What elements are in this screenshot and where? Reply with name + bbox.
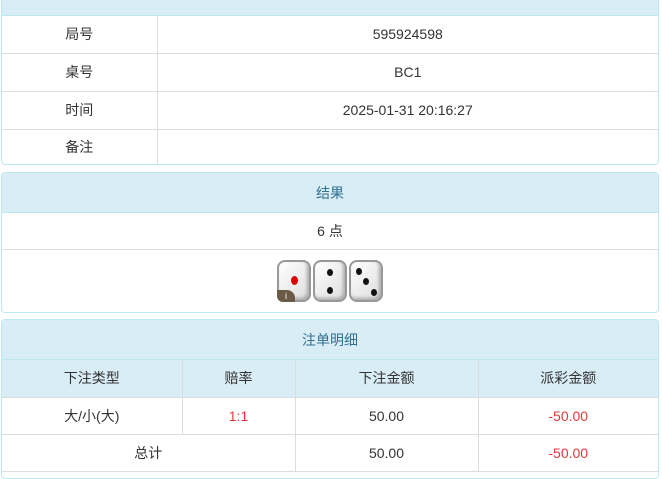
- total-payout: -50.00: [477, 433, 658, 472]
- result-panel: 结果 6 点 i: [1, 172, 659, 313]
- die-1[interactable]: i: [277, 260, 311, 302]
- value-remark: [156, 128, 658, 164]
- label-round: 局号: [2, 16, 158, 54]
- label-table: 桌号: [2, 52, 158, 92]
- label-time: 时间: [2, 90, 158, 130]
- label-remark: 备注: [2, 128, 158, 164]
- header-odds: 赔率: [181, 360, 296, 398]
- result-panel-title: 结果: [2, 173, 658, 213]
- bets-panel-title: 注单明细: [2, 320, 658, 360]
- die-2: [313, 260, 347, 302]
- info-table: 局号 595924598 桌号 BC1 时间 2025-01-31 20:16:27 …: [2, 16, 658, 164]
- header-bet-type: 下注类型: [2, 360, 183, 398]
- header-bet-amount: 下注金额: [294, 360, 479, 398]
- total-row: 总计 50.00 -50.00: [2, 433, 658, 472]
- payout: -50.00: [477, 396, 658, 435]
- info-panel-title: [2, 0, 658, 16]
- die-3: [349, 260, 383, 302]
- header-payout: 派彩金额: [477, 360, 658, 398]
- total-label: 总计: [2, 433, 296, 472]
- total-amount: 50.00: [294, 433, 479, 472]
- value-table: BC1: [156, 52, 658, 92]
- bets-table: 下注类型 赔率 下注金额 派彩金额 大/小(大) 1:1 50.00 -50.0…: [2, 360, 658, 472]
- value-round: 595924598: [156, 16, 658, 54]
- odds: 1:1: [181, 396, 296, 435]
- result-points: 6 点: [2, 213, 658, 250]
- table-row: 大/小(大) 1:1 50.00 -50.00: [2, 396, 658, 435]
- value-time: 2025-01-31 20:16:27: [156, 90, 658, 130]
- info-panel: 局号 595924598 桌号 BC1 时间 2025-01-31 20:16:27 …: [1, 0, 659, 165]
- info-icon[interactable]: i: [277, 290, 295, 302]
- bet-type: 大/小(大): [2, 396, 183, 435]
- bets-panel: 注单明细 下注类型 赔率 下注金额 派彩金额 大/小(大) 1:1 50.00 …: [1, 319, 659, 479]
- dice-row: i: [2, 250, 658, 302]
- bet-amount: 50.00: [294, 396, 479, 435]
